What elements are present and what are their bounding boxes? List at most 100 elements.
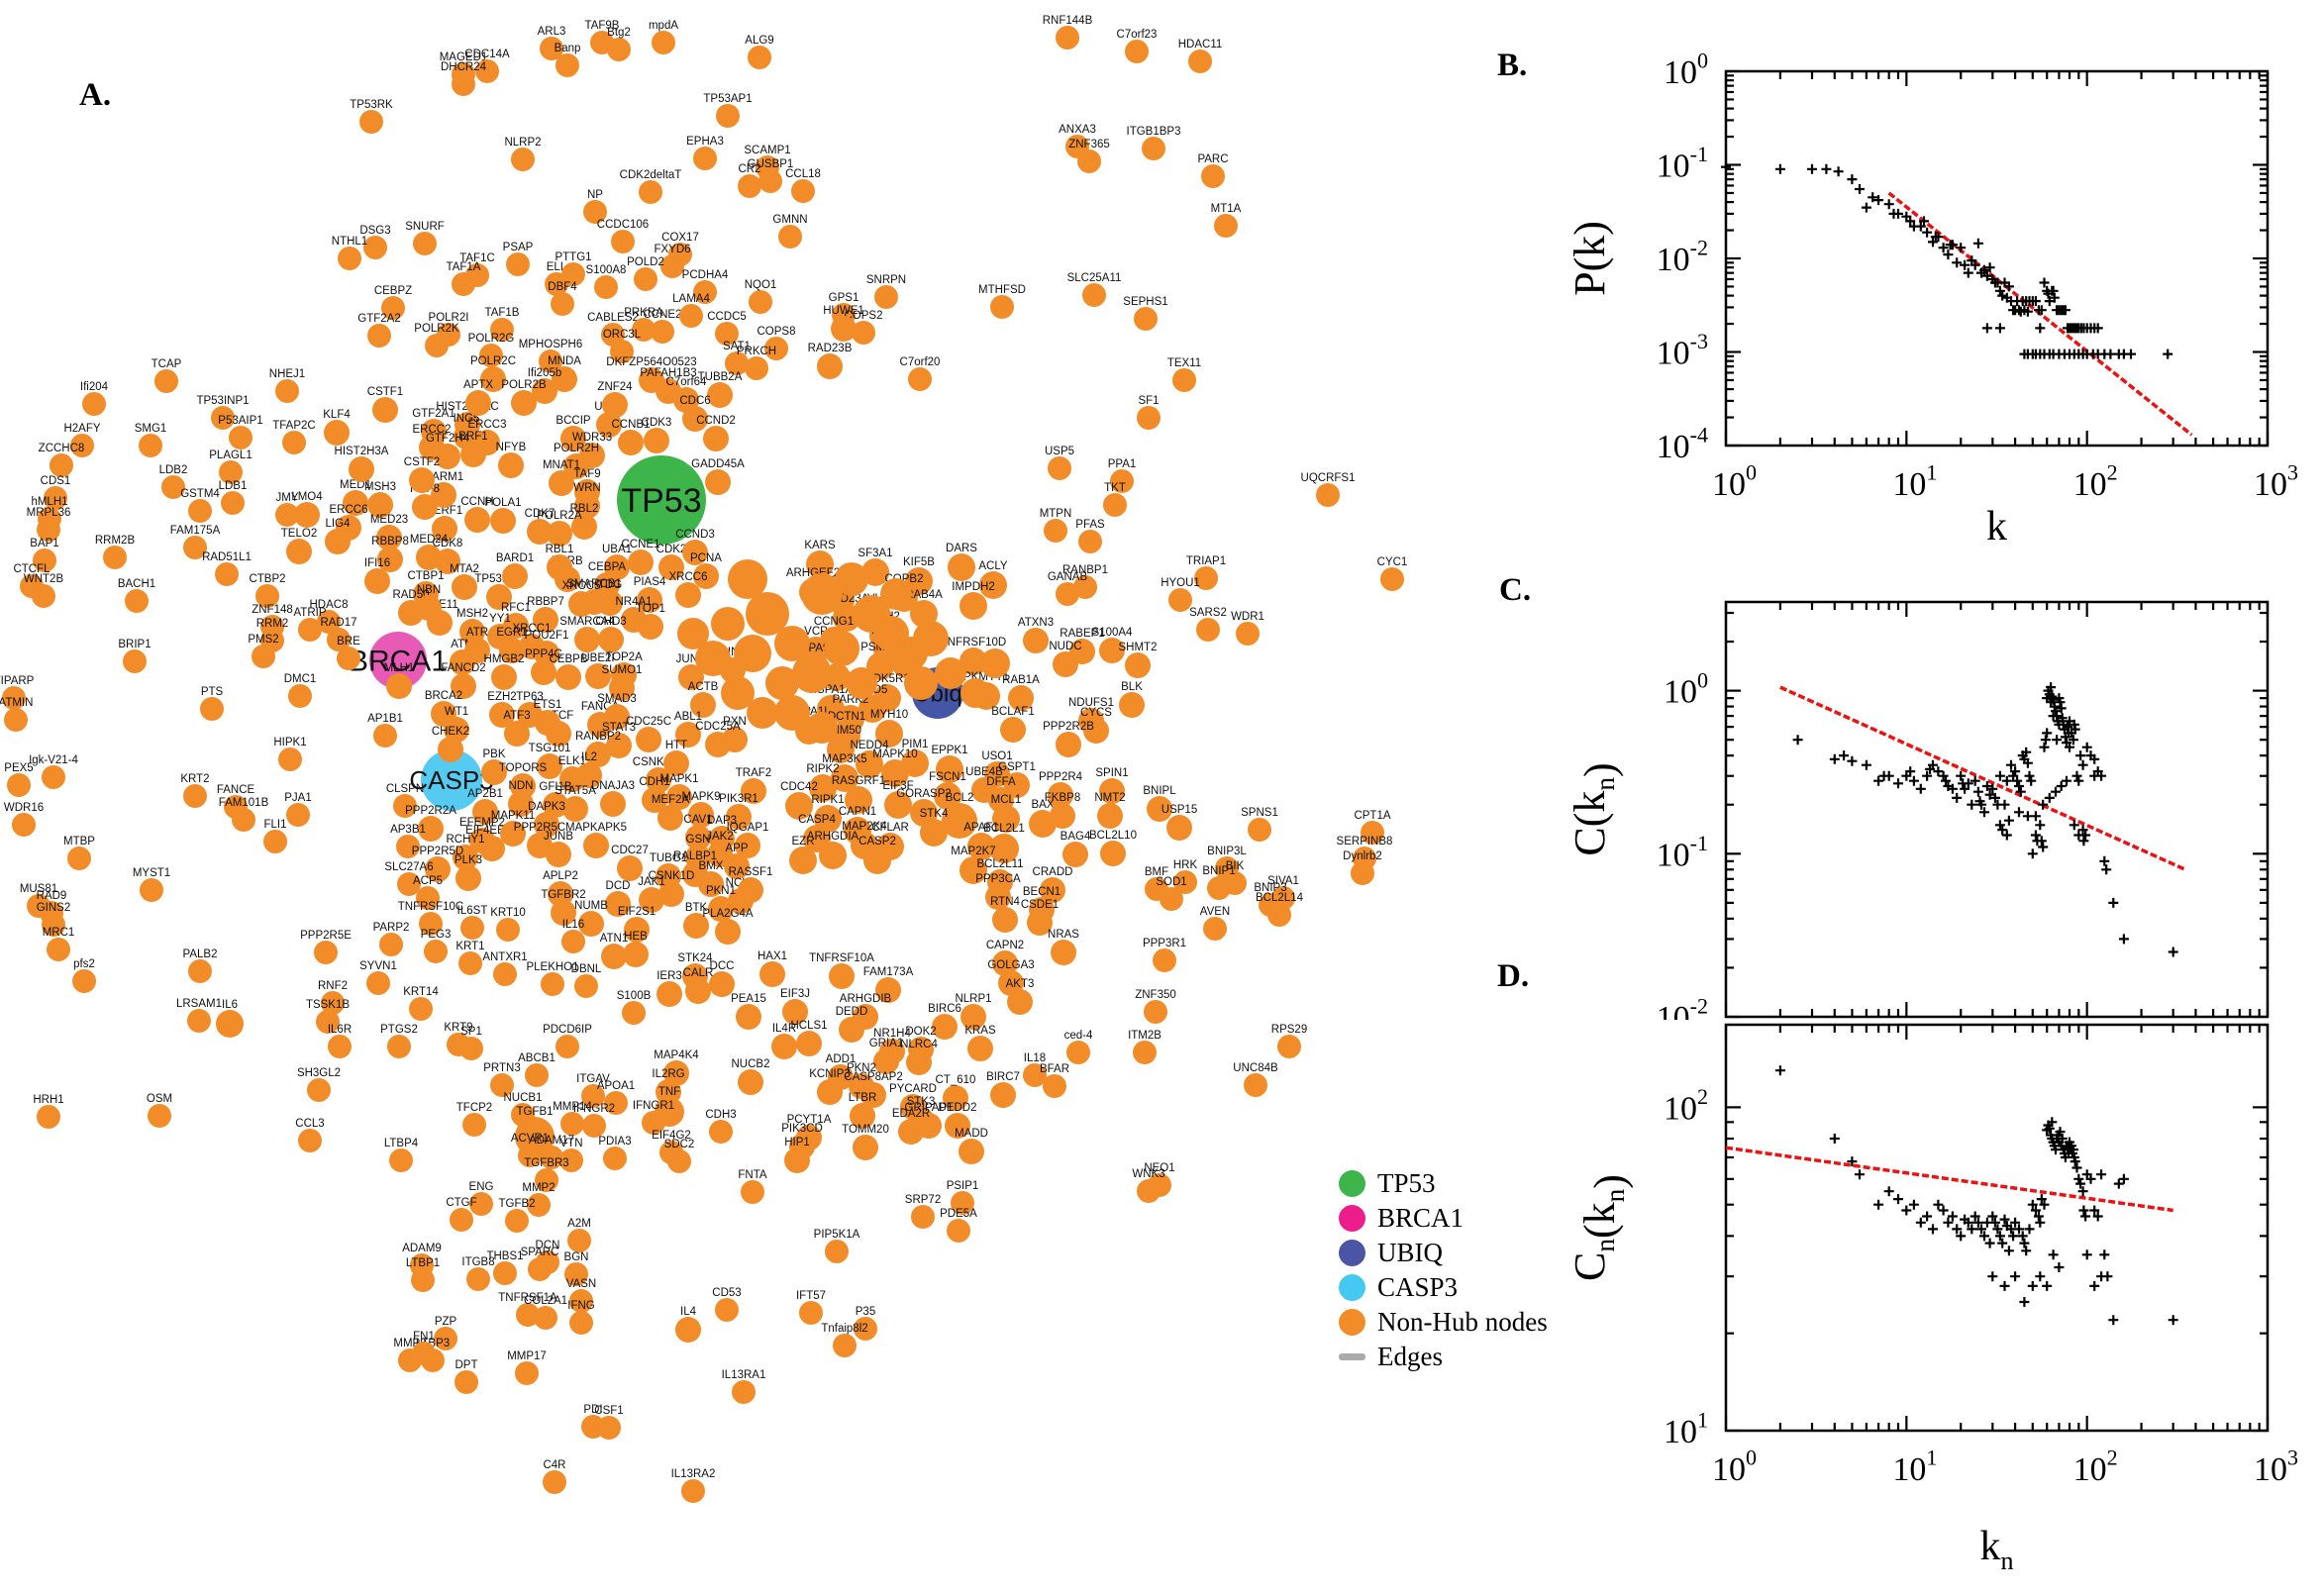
network-node-USP15 <box>1166 815 1192 841</box>
network-node-FAM173A <box>875 977 901 1003</box>
network-node-label: BIK <box>1226 860 1245 872</box>
network-node-label: USP15 <box>1162 804 1197 816</box>
network-node-BNIP1 <box>1207 876 1231 900</box>
network-node-label: JUNB <box>544 831 573 843</box>
network-node-LTBR <box>850 1103 875 1129</box>
network-node-label: TAF1C <box>459 252 495 264</box>
network-node-label: ARHGDIB <box>840 993 892 1005</box>
network-node-label: VASN <box>566 1278 596 1290</box>
legend-label: Edges <box>1377 1342 1443 1371</box>
network-node-label: MED24 <box>410 534 449 546</box>
network-node-XRCC6 <box>675 582 701 608</box>
network-node-label: BNIPL <box>1143 785 1176 797</box>
network-node-NUDC <box>1053 651 1078 677</box>
network-node-label: FN1 <box>413 1331 435 1343</box>
network-node-KCNIP3 <box>817 1079 843 1105</box>
network-node-label: TOP1 <box>636 603 665 615</box>
network-node-label: STK4 <box>920 808 949 820</box>
network-node-label: FSCN1 <box>929 771 966 783</box>
network-node-label: UBA1 <box>602 544 632 555</box>
legend-label: UBIQ <box>1377 1238 1443 1267</box>
network-node-LTBP4 <box>389 1148 413 1172</box>
network-node-label: ERCC6 <box>330 504 368 516</box>
network-node-label: BNIP3 <box>1254 882 1286 894</box>
network-node-CALR <box>685 978 711 1004</box>
legend-item-tp53: TP53 <box>1339 1166 1548 1201</box>
network-node-CTGF <box>450 1208 473 1232</box>
network-node-CEBPZ <box>381 296 405 320</box>
network-node-AP2B1 <box>472 799 498 825</box>
network-node-CDK7 <box>527 519 553 545</box>
network-node-label: KARS <box>804 540 836 551</box>
network-node-label: CASP3 <box>409 765 493 795</box>
network-node-label: BFAR <box>1040 1063 1069 1075</box>
network-node-label: CYC1 <box>1377 556 1408 568</box>
network-node-label: MTHFSD <box>978 284 1026 296</box>
network-node-label: SEPHS1 <box>1123 296 1167 308</box>
network-node-UNC84B <box>1244 1073 1267 1097</box>
network-node-label: CDK2deltaT <box>620 169 682 181</box>
network-node-label: PSAP <box>503 242 534 253</box>
network-node-label: PAFAH1B3 <box>640 367 696 379</box>
network-node-label: CPT1A <box>1354 810 1390 822</box>
network-node-ATXN3 <box>1023 628 1049 653</box>
network-node-UQCRFS1 <box>1316 483 1340 507</box>
network-node-label: AKT3 <box>1006 978 1035 990</box>
network-node-label: SCAMP1 <box>744 145 790 156</box>
network-node-label: CDK2 <box>656 544 687 555</box>
network-node-label: ENG <box>469 1181 494 1193</box>
network-node-label: SMARCA4 <box>559 616 615 628</box>
network-node-TNFRSF1A <box>516 1303 540 1327</box>
network-node-MNAT1 <box>549 470 574 496</box>
network-node-MRC1 <box>47 938 70 961</box>
network-node-S100B <box>622 1001 646 1025</box>
network-node-label: CHEK2 <box>432 726 469 738</box>
network-node-SUMO1 <box>609 675 635 701</box>
network-node-CDC27 <box>617 855 643 881</box>
network-node-label: FKBP8 <box>1045 792 1080 804</box>
network-node-DEDD2 <box>945 1113 970 1139</box>
network-node-GUSBP1 <box>758 169 782 193</box>
network-node-PTGS2 <box>387 1035 411 1058</box>
network-node-PARC <box>1201 164 1225 188</box>
network-node-SLC27A6 <box>397 872 421 896</box>
network-node-label: WRN <box>573 482 600 494</box>
network-node-label: BACH1 <box>118 578 155 590</box>
network-node-IL13RA2 <box>681 1479 705 1503</box>
network-node-KRT2 <box>183 784 207 808</box>
network-node-label: KRT10 <box>490 907 526 919</box>
network-node-STAT3 <box>606 733 632 758</box>
network-node-ACTB <box>690 692 716 718</box>
network-node-HEB <box>623 942 649 967</box>
network-node-CDK2 <box>658 554 684 580</box>
network-node-label: WDR16 <box>4 802 44 814</box>
network-node-MAPK11 <box>500 821 526 847</box>
network-node-AKT3 <box>1007 989 1033 1015</box>
network-node-label: CDC42 <box>780 781 818 793</box>
network-node-label: EIF2S1 <box>618 906 656 918</box>
network-node-ZNF24 <box>602 392 628 418</box>
network-node-label: PLAGL1 <box>209 449 252 461</box>
panel-c-label: C. <box>1499 572 1532 608</box>
network-node-label: hMLH1 <box>31 496 67 508</box>
network-node-label: S100A8 <box>586 264 627 276</box>
network-node-CTBP2 <box>255 584 279 608</box>
network-node-APAF1 <box>967 833 995 860</box>
network-node <box>774 695 810 731</box>
network-node-label: NUMB <box>574 900 608 912</box>
network-node-MTHFSD <box>990 295 1014 319</box>
network-node-ALG9 <box>748 46 771 69</box>
network-node-PDE5A <box>947 1219 970 1243</box>
network-node-IL6R <box>328 1035 352 1058</box>
network-node <box>904 666 938 700</box>
network-node-BAG4 <box>1062 842 1088 867</box>
network-node-label: CHD3 <box>595 616 626 628</box>
network-node-pfs2 <box>72 969 96 993</box>
network-node-label: BMF <box>1145 866 1168 878</box>
network-node-THBS1 <box>493 1261 517 1285</box>
network-node-label: MED23 <box>370 514 408 526</box>
network-node-CHD3 <box>598 627 624 652</box>
legend-item-ubiq: UBIQ <box>1339 1236 1548 1270</box>
network-node-label: DKFZP564O0523 <box>606 356 696 368</box>
network-node-label: SPNS1 <box>1241 807 1278 819</box>
